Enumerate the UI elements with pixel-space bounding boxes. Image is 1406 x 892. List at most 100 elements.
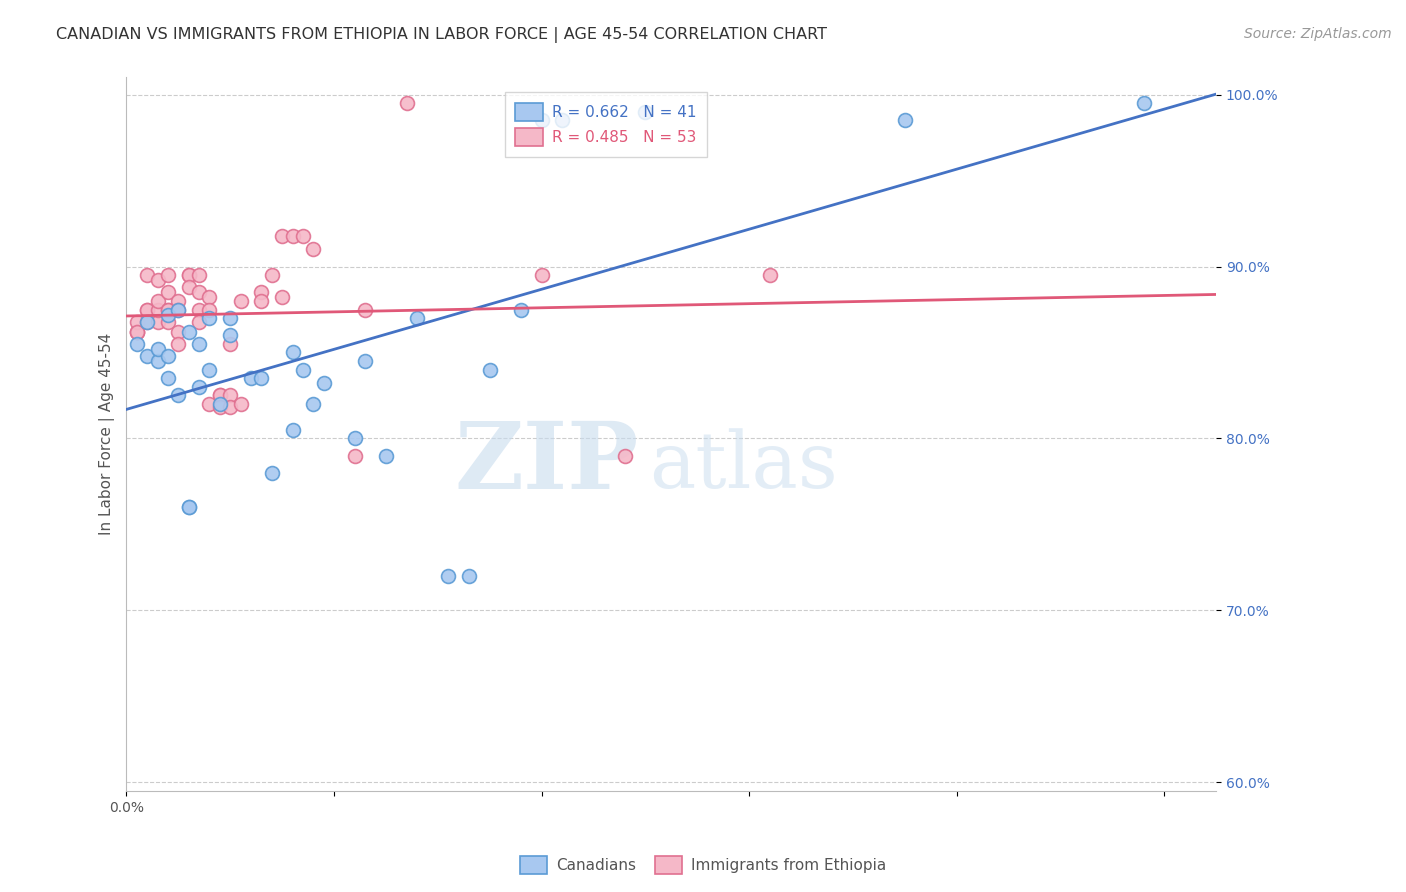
Point — [146, 354, 169, 368]
Point — [146, 342, 169, 356]
Point — [156, 268, 179, 282]
Point — [198, 311, 221, 326]
Point — [260, 268, 283, 282]
Text: Source: ZipAtlas.com: Source: ZipAtlas.com — [1244, 27, 1392, 41]
Point — [343, 449, 366, 463]
Point — [188, 314, 211, 328]
Point — [167, 293, 190, 308]
Point — [156, 302, 179, 317]
Point — [177, 500, 200, 515]
Point — [302, 243, 325, 257]
Point — [177, 325, 200, 339]
Point — [894, 113, 917, 128]
Point — [125, 314, 148, 328]
Point — [219, 401, 242, 415]
Point — [458, 569, 481, 583]
Point — [136, 268, 159, 282]
Point — [188, 380, 211, 394]
Point — [177, 268, 200, 282]
Point — [509, 302, 531, 317]
Point — [219, 311, 242, 326]
Point — [219, 388, 242, 402]
Point — [1132, 96, 1154, 111]
Point — [198, 302, 221, 317]
Point — [219, 337, 242, 351]
Point — [271, 290, 294, 304]
Point — [551, 113, 574, 128]
Point — [530, 268, 553, 282]
Point — [146, 314, 169, 328]
Point — [136, 349, 159, 363]
Point — [478, 362, 501, 376]
Point — [188, 302, 211, 317]
Point — [167, 337, 190, 351]
Point — [125, 325, 148, 339]
Point — [198, 290, 221, 304]
Point — [208, 401, 231, 415]
Text: atlas: atlas — [650, 428, 838, 504]
Point — [250, 285, 273, 300]
Point — [136, 314, 159, 328]
Point — [156, 308, 179, 322]
Point — [271, 228, 294, 243]
Point — [291, 362, 314, 376]
Point — [146, 293, 169, 308]
Point — [437, 569, 460, 583]
Point — [374, 449, 396, 463]
Point — [406, 311, 429, 326]
Point — [156, 349, 179, 363]
Point — [167, 388, 190, 402]
Point — [136, 302, 159, 317]
Point — [312, 376, 335, 391]
Point — [613, 449, 636, 463]
Point — [530, 113, 553, 128]
Point — [188, 268, 211, 282]
Point — [281, 345, 304, 359]
Point — [354, 302, 377, 317]
Point — [136, 314, 159, 328]
Point — [177, 280, 200, 294]
Point — [208, 397, 231, 411]
Legend: Canadians, Immigrants from Ethiopia: Canadians, Immigrants from Ethiopia — [513, 850, 893, 880]
Point — [188, 285, 211, 300]
Point — [167, 302, 190, 317]
Point — [125, 325, 148, 339]
Text: ZIP: ZIP — [454, 417, 638, 508]
Text: CANADIAN VS IMMIGRANTS FROM ETHIOPIA IN LABOR FORCE | AGE 45-54 CORRELATION CHAR: CANADIAN VS IMMIGRANTS FROM ETHIOPIA IN … — [56, 27, 827, 43]
Point — [354, 354, 377, 368]
Legend: R = 0.662   N = 41, R = 0.485   N = 53: R = 0.662 N = 41, R = 0.485 N = 53 — [505, 92, 707, 156]
Point — [156, 371, 179, 385]
Point — [198, 397, 221, 411]
Point — [136, 302, 159, 317]
Point — [219, 328, 242, 343]
Point — [156, 302, 179, 317]
Point — [343, 432, 366, 446]
Point — [177, 268, 200, 282]
Point — [156, 285, 179, 300]
Point — [208, 388, 231, 402]
Point — [260, 466, 283, 480]
Point — [125, 325, 148, 339]
Point — [146, 302, 169, 317]
Point — [125, 337, 148, 351]
Point — [759, 268, 782, 282]
Point — [188, 337, 211, 351]
Point — [395, 96, 418, 111]
Point — [634, 104, 657, 119]
Point — [229, 293, 252, 308]
Point — [208, 388, 231, 402]
Point — [250, 293, 273, 308]
Y-axis label: In Labor Force | Age 45-54: In Labor Force | Age 45-54 — [100, 333, 115, 535]
Point — [146, 273, 169, 287]
Point — [198, 362, 221, 376]
Point — [229, 397, 252, 411]
Point — [167, 325, 190, 339]
Point — [167, 302, 190, 317]
Point — [177, 500, 200, 515]
Point — [250, 371, 273, 385]
Point — [156, 314, 179, 328]
Point — [240, 371, 263, 385]
Point — [302, 397, 325, 411]
Point — [281, 423, 304, 437]
Point — [291, 228, 314, 243]
